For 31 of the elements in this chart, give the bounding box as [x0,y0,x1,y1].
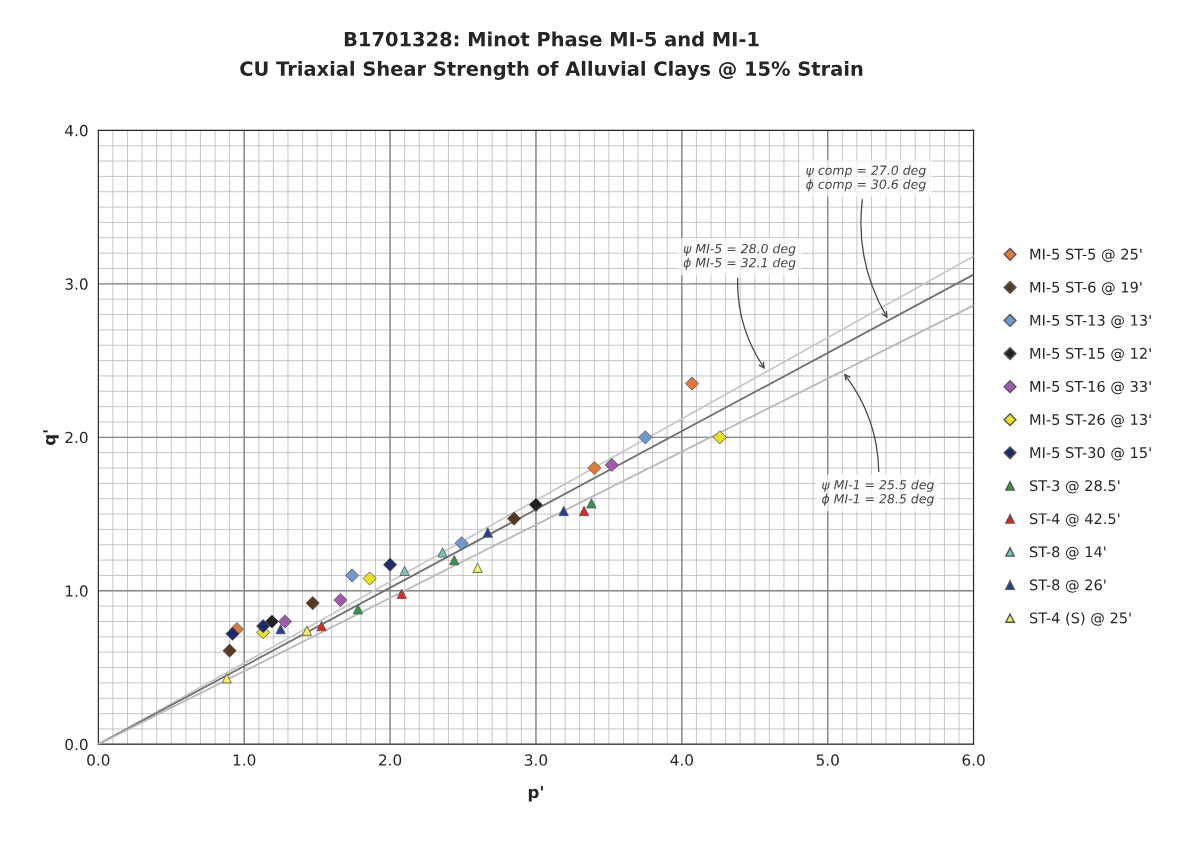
legend-label: MI-5 ST-13 @ 13' [1030,314,1151,329]
y-tick-label: 0.0 [65,738,88,751]
x-axis-title: p' [528,785,543,802]
legend-label: MI-5 ST-6 @ 19' [1030,281,1142,296]
legend-label: MI-5 ST-16 @ 33' [1030,380,1151,395]
legend-label: ST-4 @ 42.5' [1029,513,1120,527]
annotation: ψ comp = 27.0 deg ϕ comp = 30.6 deg [806,165,926,192]
legend-label: ST-3 @ 28.5' [1029,480,1120,494]
y-axis-title: q' [43,430,59,446]
x-tick-label: 0.0 [87,754,110,766]
x-tick-label: 4.0 [670,754,693,766]
x-tick-label: 1.0 [233,754,256,766]
x-tick-label: 3.0 [524,754,548,766]
y-tick-label: 2.0 [65,431,88,444]
y-tick-label: 4.0 [65,124,88,137]
legend-label: MI-5 ST-30 @ 15' [1030,447,1151,461]
chart-subtitle: CU Triaxial Shear Strength of Alluvial Clays @ 15% Strain [240,60,863,80]
annotation: ψ MI-5 = 28.0 deg ϕ MI-5 = 32.1 deg [683,243,796,270]
legend-label: MI-5 ST-15 @ 12' [1030,347,1151,362]
legend-label: ST-8 @ 26' [1029,579,1106,593]
y-tick-label: 3.0 [65,278,88,290]
legend-label: ST-4 (S) @ 25' [1029,612,1131,626]
chart-title: B1701328: Minot Phase MI-5 and MI-1 [344,31,759,47]
x-tick-label: 5.0 [816,754,839,766]
x-tick-label: 6.0 [962,754,985,766]
y-tick-label: 1.0 [65,585,88,597]
legend-label: MI-5 ST-26 @ 13' [1030,413,1151,428]
legend-label: ST-8 @ 14' [1029,546,1106,560]
legend-label: MI-5 ST-5 @ 25' [1030,248,1142,262]
annotation: ψ MI-1 = 25.5 deg ϕ MI-1 = 28.5 deg [822,479,934,506]
x-tick-label: 2.0 [379,754,402,766]
